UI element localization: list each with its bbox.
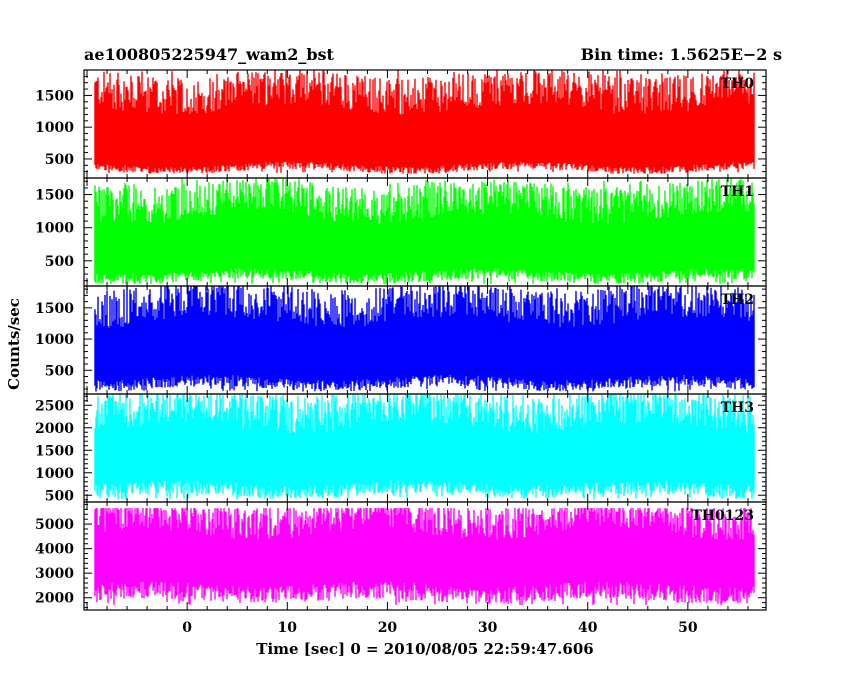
chart-title-right: Bin time: 1.5625E−2 s [581, 45, 782, 64]
panel-th0123: 2000 3000 4000 5000 TH0123 [35, 501, 767, 611]
y-tick-label: 5000 [35, 517, 74, 533]
y-tick-label: 500 [45, 254, 74, 270]
y-tick-label: 1500 [35, 301, 74, 317]
series-th2 [94, 286, 755, 392]
panel-name-th3: TH3 [721, 400, 754, 416]
panel-group: 500 1000 1500 TH0 500 1000 1500 TH1 500 1000 1500 T… [35, 69, 767, 611]
panel-th0: 500 1000 1500 TH0 [35, 69, 767, 179]
x-tick-label: 20 [378, 620, 398, 636]
y-tick-label: 1500 [35, 88, 74, 104]
series-th1 [94, 178, 755, 284]
y-tick-label: 1500 [35, 443, 74, 459]
chart-title-left: ae100805225947_wam2_bst [84, 45, 335, 64]
panel-frame [83, 501, 767, 611]
y-tick-label: 1000 [35, 120, 74, 136]
y-tick-label: 500 [45, 363, 74, 379]
y-tick-label: 2000 [35, 421, 74, 437]
panel-th3: 500 1000 1500 2000 2500 TH3 [35, 393, 767, 504]
panel-th1: 500 1000 1500 TH1 [35, 177, 767, 287]
y-tick-label: 4000 [35, 542, 74, 558]
y-tick-label: 1500 [35, 188, 74, 204]
x-tick-label: 50 [678, 620, 698, 636]
panel-name-th1: TH1 [721, 184, 754, 200]
x-tick-label: 0 [182, 620, 192, 636]
y-axis-label: Counts/sec [5, 298, 23, 390]
x-tick-label: 30 [478, 620, 498, 636]
panel-name-th0: TH0 [721, 76, 755, 92]
y-tick-label: 500 [45, 488, 74, 504]
y-tick-label: 1000 [35, 221, 74, 237]
panel-th2: 500 1000 1500 TH2 [35, 285, 767, 395]
panel-name-th0123: TH0123 [691, 508, 754, 524]
panel-name-th2: TH2 [721, 292, 754, 308]
series-th0 [94, 70, 755, 174]
y-tick-label: 3000 [35, 566, 74, 582]
y-tick-label: 500 [45, 152, 74, 168]
x-tick-label: 40 [578, 620, 598, 636]
x-tick-label: 10 [278, 620, 298, 636]
y-tick-label: 1000 [35, 466, 74, 482]
series-th3 [94, 394, 755, 500]
y-tick-label: 2500 [35, 398, 74, 414]
series-th0123 [94, 508, 755, 606]
y-tick-label: 1000 [35, 332, 74, 348]
y-tick-label: 2000 [35, 591, 74, 607]
x-axis-label: Time [sec] 0 = 2010/08/05 22:59:47.606 [256, 640, 593, 658]
x-axis-ticks: 0 10 20 30 40 50 [182, 620, 698, 636]
